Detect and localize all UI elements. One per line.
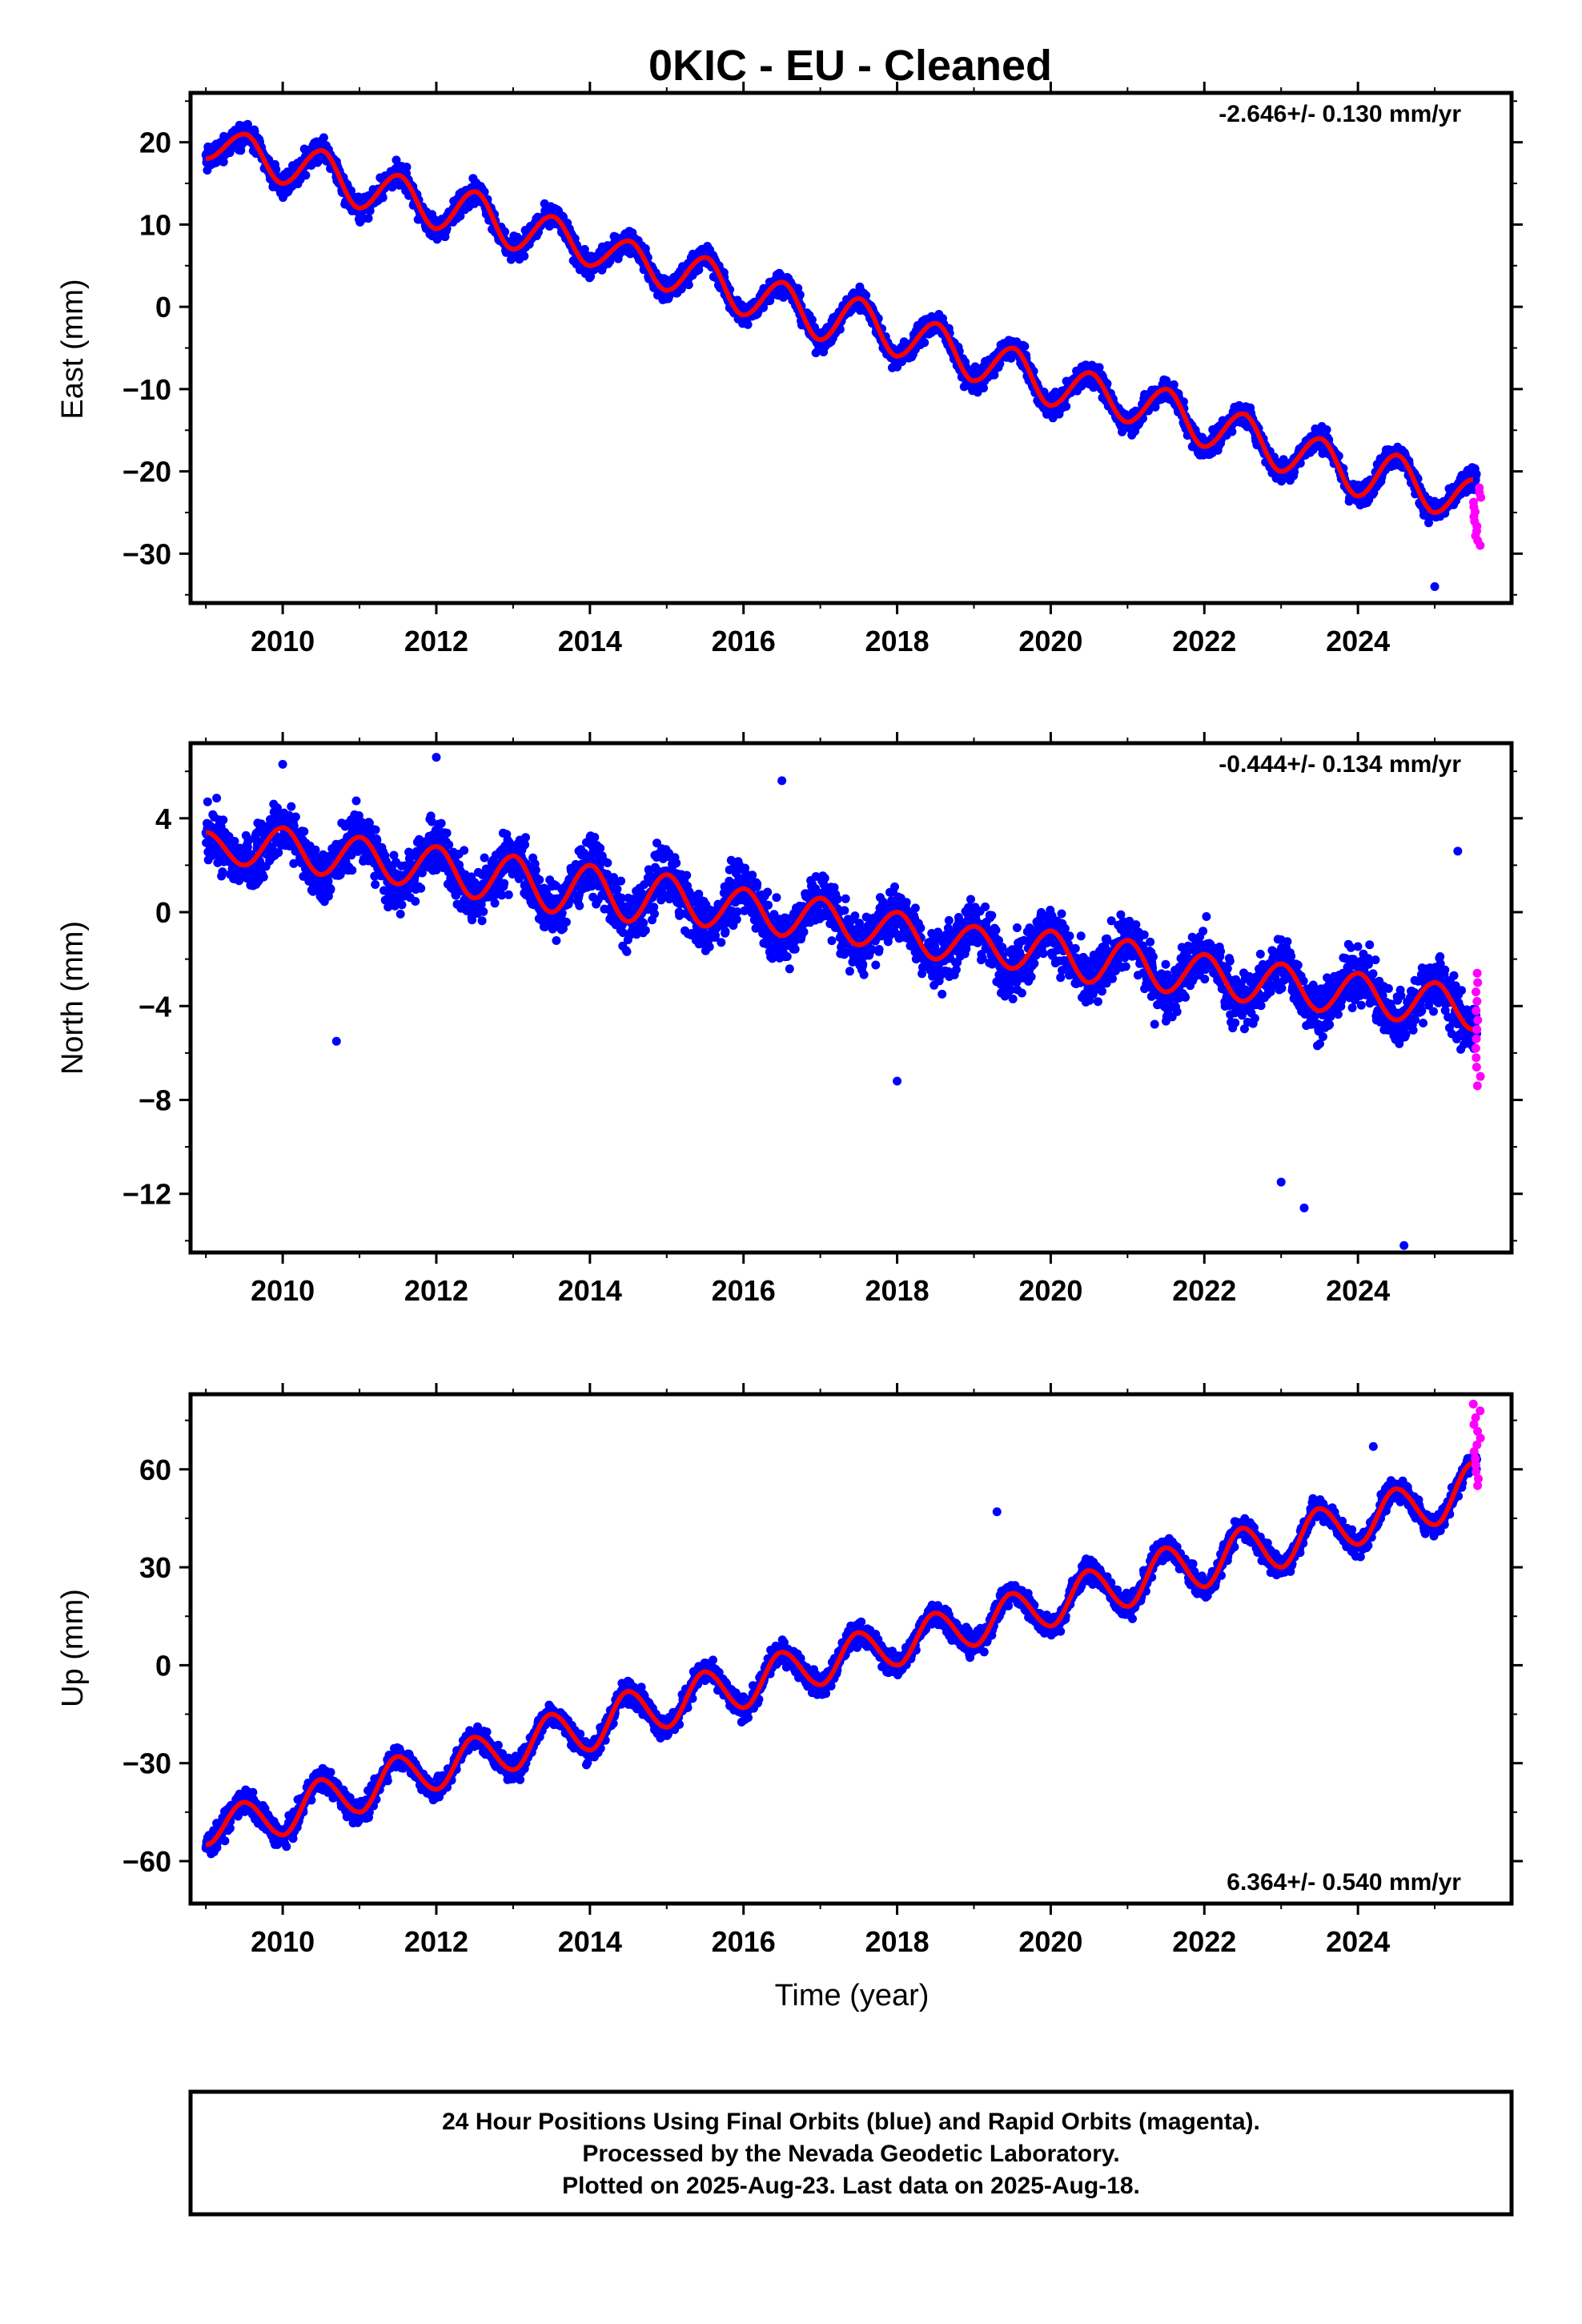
north-final-point [479, 907, 488, 916]
north-final-point [590, 833, 600, 842]
east-y-tick-label: 20 [139, 127, 171, 159]
north-final-point [311, 845, 320, 854]
east-y-tick-label: −20 [122, 456, 171, 489]
north-axis-label: North (mm) [56, 921, 90, 1075]
north-final-point [561, 917, 571, 927]
east-x-tick-label: 2020 [1018, 625, 1082, 657]
north-final-point [396, 909, 405, 919]
east-final-point [835, 324, 845, 334]
north-final-point [575, 901, 584, 911]
north-final-point [218, 867, 227, 877]
north-final-point [351, 796, 361, 806]
north-rate-label: -0.444+/- 0.134 mm/yr [1219, 751, 1461, 778]
east-axis-label: East (mm) [56, 279, 90, 419]
east-final-point [363, 214, 373, 223]
east-final-point [743, 320, 753, 329]
north-final-point [442, 828, 452, 838]
north-final-point [299, 826, 309, 836]
east-final-point [1227, 427, 1237, 436]
north-final-point [500, 879, 509, 888]
east-y-tick-label: −30 [122, 537, 171, 570]
north-final-point [371, 825, 380, 834]
east-final-point [684, 280, 693, 290]
east-y-tick-label: 0 [155, 291, 171, 324]
east-final-point [1020, 342, 1030, 351]
chart-title: 0KIC - EU - Cleaned [648, 42, 1052, 90]
east-x-tick-label: 2014 [558, 625, 622, 657]
north-final-point [291, 812, 300, 822]
east-final-point [271, 165, 281, 175]
east-x-tick-label: 2010 [251, 625, 315, 657]
north-final-point [397, 900, 407, 910]
north-final-point [416, 883, 426, 893]
east-panel: East (mm) -2.646+/- 0.130 mm/yr 20100−10… [56, 82, 1523, 657]
east-final-point [520, 251, 529, 261]
east-final-point [1322, 425, 1331, 435]
north-final-point [460, 846, 469, 855]
east-rate-label: -2.646+/- 0.130 mm/yr [1219, 101, 1461, 127]
east-final-point [861, 291, 871, 300]
north-final-point [212, 794, 222, 803]
north-final-points [201, 753, 1481, 1250]
east-final-point [1062, 402, 1071, 411]
east-x-tick-label: 2022 [1172, 625, 1236, 657]
east-final-point [1472, 469, 1481, 479]
east-final-point [500, 227, 510, 236]
north-final-point [477, 916, 487, 926]
east-x-tick-label: 2016 [712, 625, 776, 657]
east-final-point [402, 163, 412, 172]
east-final-point [365, 206, 375, 215]
east-y-tick-label: 10 [139, 208, 171, 241]
north-final-point [411, 897, 420, 906]
north-final-point [480, 853, 489, 862]
north-final-point [259, 872, 268, 882]
north-final-point [603, 858, 612, 867]
north-final-point [371, 880, 380, 889]
east-final-point [765, 296, 775, 305]
east-final-point [378, 193, 387, 203]
east-final-point [219, 157, 228, 167]
east-outlier-point [1430, 581, 1439, 591]
east-final-points [201, 119, 1481, 591]
east-final-point [795, 290, 805, 300]
east-final-point [694, 265, 704, 275]
east-x-tick-label: 2018 [865, 625, 930, 657]
north-final-point [203, 797, 212, 806]
east-final-point [319, 133, 328, 143]
east-x-tick-label: 2012 [404, 625, 468, 657]
north-final-point [287, 802, 296, 811]
north-final-point [219, 815, 228, 825]
north-final-point [521, 833, 530, 842]
east-y-tick-label: −10 [122, 373, 171, 406]
east-rapid-point [1468, 497, 1478, 507]
east-final-point [1169, 380, 1178, 389]
north-final-point [596, 843, 605, 853]
east-x-tick-label: 2024 [1326, 625, 1390, 657]
east-final-point [807, 315, 817, 324]
east-rapid-point [1475, 483, 1484, 493]
north-final-point [616, 876, 626, 886]
north-final-point [535, 875, 544, 885]
north-final-point [444, 840, 454, 850]
north-panel: North (mm) -0.444+/- 0.134 mm/yr 40−4−8−… [56, 732, 1523, 1307]
east-final-point [920, 338, 930, 348]
north-final-point [347, 866, 357, 875]
north-final-point [436, 818, 446, 828]
east-final-point [979, 384, 988, 392]
north-final-point [504, 890, 513, 899]
north-final-point [326, 884, 335, 894]
north-final-point [552, 936, 561, 945]
east-final-point [301, 171, 311, 180]
east-final-point [586, 271, 596, 281]
north-final-point [490, 899, 500, 908]
